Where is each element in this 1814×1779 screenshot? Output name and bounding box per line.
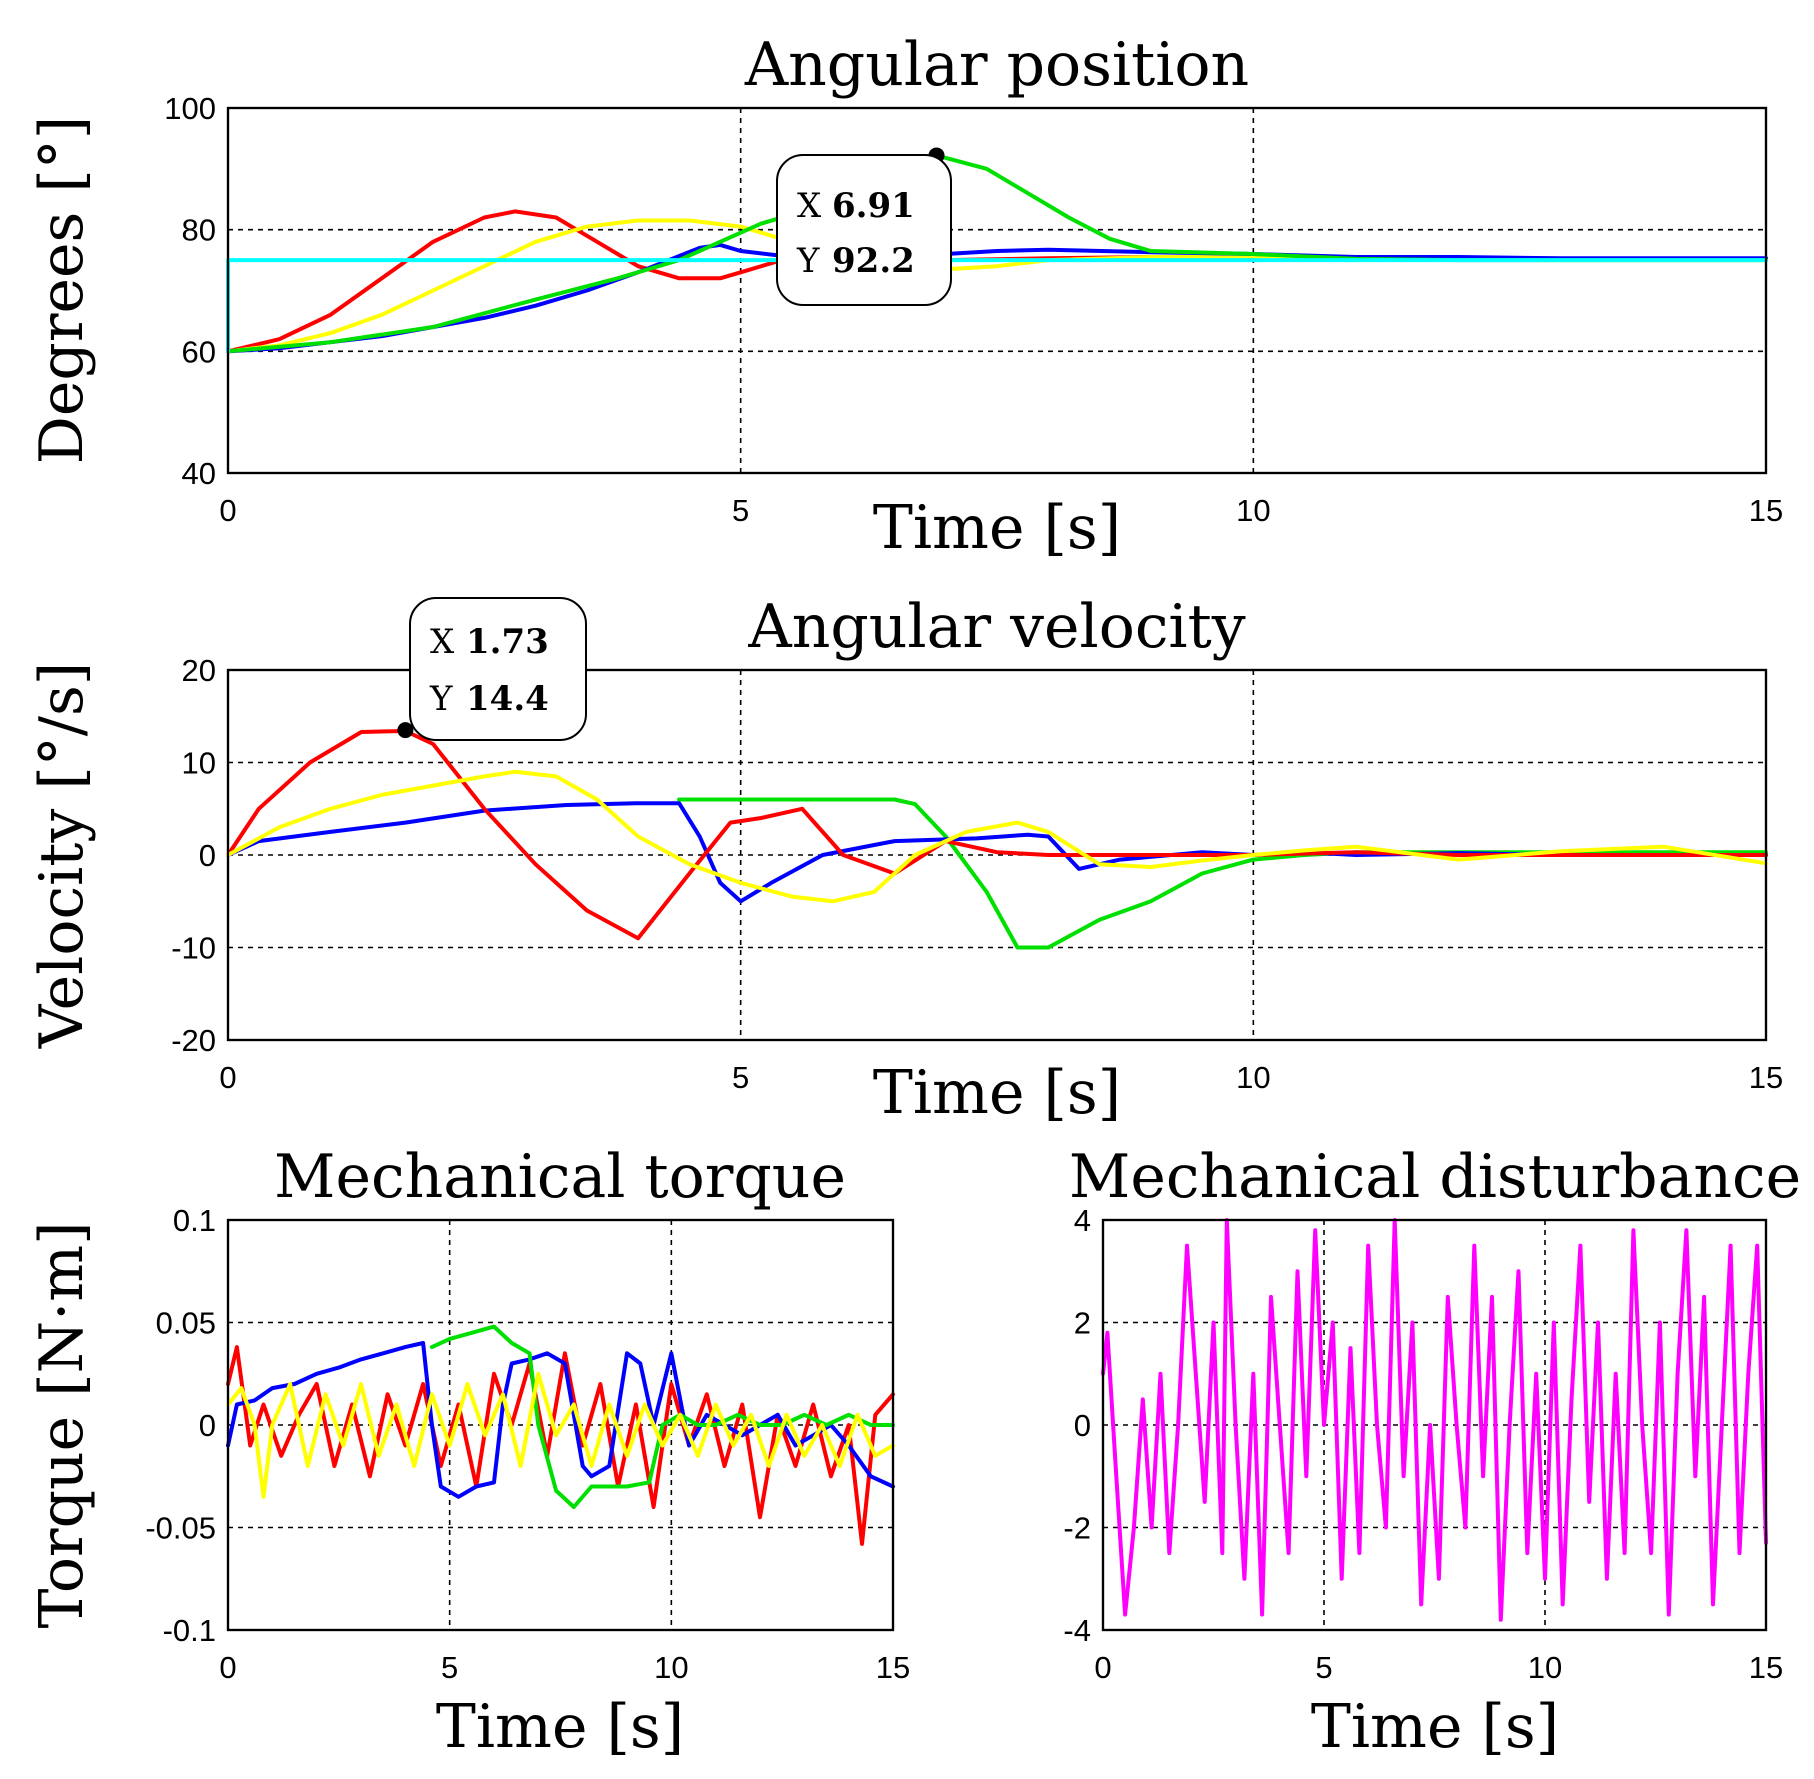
dist-ytick-label: -2 (1063, 1511, 1091, 1546)
disturbance-frame (1101, 1218, 1768, 1632)
velocity-chart: 0 5 10 15 -20 -10 0 10 20 Angular velocity Time … (27, 592, 1783, 1128)
dist-series-magenta (1101, 1218, 1768, 1622)
position-datatip-box (776, 154, 952, 306)
torque-series-green (429, 1324, 895, 1509)
velocity-datatip-x-label: X (430, 622, 455, 662)
torque-xtick-label: 10 (654, 1650, 688, 1685)
torque-ylabel: Torque [N·m] (27, 1221, 97, 1628)
position-ticks: 0 5 10 15 40 60 80 100 (164, 91, 1783, 528)
velocity-ylabel: Velocity [°/s] (27, 662, 97, 1049)
position-datatip-y-label: Y (796, 241, 820, 281)
vel-xtick-label: 0 (219, 1060, 236, 1095)
velocity-datatip[interactable]: X 1.73 Y 14.4 (409, 597, 587, 741)
torque-ticks: 0 5 10 15 -0.1 -0.05 0 0.05 0.1 (145, 1203, 910, 1685)
torque-xlabel: Time [s] (436, 1692, 684, 1762)
position-datatip-y-value: 92.2 (832, 241, 915, 281)
disturbance-ticks: 0 5 10 15 -4 -2 0 2 4 (1063, 1203, 1783, 1685)
pos-ytick-label: 100 (164, 91, 216, 126)
torque-ytick-label: 0 (199, 1408, 216, 1443)
pos-xtick-label: 0 (219, 493, 236, 528)
torque-series-yellow (226, 1371, 895, 1499)
dist-xtick-label: 10 (1528, 1650, 1562, 1685)
dist-ytick-label: 4 (1074, 1203, 1091, 1238)
disturbance-title: Mechanical disturbance (1069, 1142, 1801, 1212)
torque-title: Mechanical torque (274, 1142, 846, 1212)
position-datatip[interactable]: X 6.91 Y 92.2 (776, 154, 952, 306)
dist-ytick-label: -4 (1063, 1613, 1091, 1648)
torque-frame (226, 1218, 895, 1632)
dist-xtick-label: 0 (1094, 1650, 1111, 1685)
velocity-datatip-y-label: Y (429, 679, 453, 719)
disturbance-chart: 0 5 10 15 -4 -2 0 2 4 Mechanical disturbance Tim… (1063, 1142, 1801, 1762)
velocity-series (226, 722, 1768, 950)
velocity-datatip-box (409, 597, 587, 741)
position-ylabel: Degrees [°] (27, 116, 97, 464)
vel-ytick-label: 10 (182, 746, 216, 781)
vel-xtick-label: 15 (1749, 1060, 1783, 1095)
position-title: Angular position (744, 30, 1249, 100)
torque-xtick-label: 15 (876, 1650, 910, 1685)
torque-chart: 0 5 10 15 -0.1 -0.05 0 0.05 0.1 Mechanical torqu… (27, 1142, 910, 1762)
velocity-xlabel: Time [s] (873, 1058, 1121, 1128)
velocity-datatip-y-value: 14.4 (466, 679, 549, 719)
velocity-ticks: 0 5 10 15 -20 -10 0 10 20 (171, 653, 1783, 1095)
dist-ytick-label: 0 (1074, 1408, 1091, 1443)
vel-ytick-label: -20 (171, 1023, 216, 1058)
vel-xtick-label: 10 (1236, 1060, 1270, 1095)
position-datatip-x-label: X (797, 186, 822, 226)
dist-xtick-label: 15 (1749, 1650, 1783, 1685)
position-grid (228, 108, 1766, 473)
torque-ytick-label: -0.05 (145, 1511, 216, 1546)
position-plot-area (226, 106, 1768, 475)
torque-ytick-label: -0.1 (163, 1613, 216, 1648)
torque-ytick-label: 0.1 (173, 1203, 216, 1238)
position-chart: 0 5 10 15 40 60 80 100 Angular position Time [s… (27, 30, 1783, 563)
torque-xtick-label: 0 (219, 1650, 236, 1685)
pos-ytick-label: 80 (182, 213, 216, 248)
dist-xtick-label: 5 (1315, 1650, 1332, 1685)
torque-series (226, 1324, 895, 1546)
vel-ytick-label: 20 (182, 653, 216, 688)
pos-ytick-label: 40 (182, 456, 216, 491)
torque-series-red (226, 1345, 895, 1546)
vel-xtick-label: 5 (732, 1060, 749, 1095)
vel-datatip-marker[interactable] (397, 722, 414, 739)
pos-xtick-label: 10 (1236, 493, 1270, 528)
pos-xtick-label: 5 (732, 493, 749, 528)
pos-xtick-label: 15 (1749, 493, 1783, 528)
velocity-title: Angular velocity (747, 592, 1245, 662)
disturbance-xlabel: Time [s] (1311, 1692, 1559, 1762)
position-frame (226, 106, 1768, 475)
position-datatip-x-value: 6.91 (832, 186, 915, 226)
velocity-datatip-x-value: 1.73 (466, 622, 549, 662)
vel-ytick-label: 0 (199, 838, 216, 873)
torque-series-blue (226, 1341, 895, 1499)
vel-ytick-label: -10 (171, 931, 216, 966)
torque-ytick-label: 0.05 (156, 1306, 216, 1341)
vel-series-yellow (226, 769, 1768, 904)
disturbance-series (1101, 1218, 1768, 1622)
torque-xtick-label: 5 (441, 1650, 458, 1685)
pos-ytick-label: 60 (182, 334, 216, 369)
dist-ytick-label: 2 (1074, 1306, 1091, 1341)
position-xlabel: Time [s] (873, 493, 1121, 563)
velocity-frame (226, 668, 1768, 1042)
